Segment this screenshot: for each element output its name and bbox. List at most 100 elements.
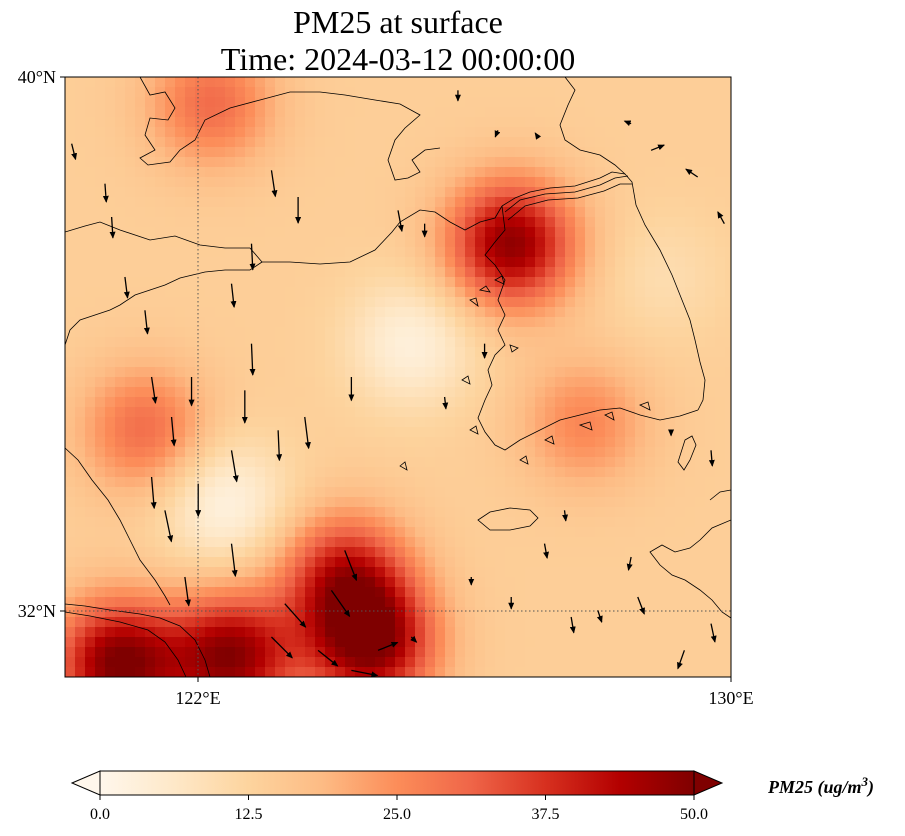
heatmap-cell [455,527,466,538]
heatmap-cell [565,237,576,248]
heatmap-cell [615,487,626,498]
heatmap-cell [405,347,416,358]
heatmap-cell [85,87,96,98]
heatmap-cell [375,287,386,298]
heatmap-cell [585,317,596,328]
heatmap-cell [345,197,356,208]
heatmap-cell [555,527,566,538]
heatmap-cell [595,107,606,118]
heatmap-cell [105,427,116,438]
heatmap-cell [655,527,666,538]
heatmap-cell [585,237,596,248]
heatmap-cell [405,127,416,138]
heatmap-cell [525,117,536,128]
heatmap-cell [585,127,596,138]
heatmap-cell [695,177,706,188]
heatmap-cell [465,567,476,578]
heatmap-cell [655,97,666,108]
heatmap-cell [605,207,616,218]
heatmap-cell [225,287,236,298]
heatmap-cell [475,177,486,188]
heatmap-cell [335,427,346,438]
heatmap-cell [465,647,476,658]
heatmap-cell [65,317,76,328]
heatmap-cell [645,127,656,138]
heatmap-cell [655,197,666,208]
heatmap-cell [535,297,546,308]
heatmap-cell [395,107,406,118]
heatmap-cell [215,567,226,578]
heatmap-cell [255,87,266,98]
heatmap-cell [95,197,106,208]
heatmap-cell [185,117,196,128]
heatmap-cell [455,77,466,88]
heatmap-cell [705,637,716,648]
heatmap-cell [595,97,606,108]
heatmap-cell [125,177,136,188]
heatmap-cell [75,297,86,308]
heatmap-cell [185,217,196,228]
heatmap-cell [145,487,156,498]
heatmap-cell [305,217,316,228]
heatmap-cell [425,247,436,258]
heatmap-cell [235,247,246,258]
heatmap-cell [485,137,496,148]
heatmap-cell [375,247,386,258]
heatmap-cell [165,97,176,108]
heatmap-cell [685,247,696,258]
heatmap-cell [645,317,656,328]
heatmap-cell [205,667,216,677]
heatmap-cell [305,277,316,288]
heatmap-cell [715,177,726,188]
heatmap-cell [605,377,616,388]
heatmap-cell [505,307,516,318]
heatmap-cell [85,117,96,128]
heatmap-cell [275,237,286,248]
heatmap-cell [235,77,246,88]
heatmap-cell [705,507,716,518]
heatmap-cell [695,497,706,508]
heatmap-cell [275,467,286,478]
heatmap-cell [435,347,446,358]
heatmap-cell [245,287,256,298]
heatmap-cell [355,177,366,188]
heatmap-cell [595,137,606,148]
heatmap-cell [435,87,446,98]
heatmap-cell [385,477,396,488]
heatmap-cell [295,657,306,668]
heatmap-cell [225,547,236,558]
heatmap-cell [395,417,406,428]
heatmap-cell [85,597,96,608]
heatmap-cell [115,417,126,428]
heatmap-cell [405,627,416,638]
heatmap-cell [495,607,506,618]
heatmap-cell [725,137,731,148]
heatmap-cell [535,647,546,658]
heatmap-cell [155,287,166,298]
heatmap-cell [585,637,596,648]
heatmap-cell [645,187,656,198]
heatmap-cell [595,587,606,598]
heatmap-cell [105,227,116,238]
heatmap-cell [345,127,356,138]
heatmap-cell [655,117,666,128]
wind-arrow [623,120,632,127]
heatmap-cell [265,127,276,138]
heatmap-cell [195,237,206,248]
heatmap-cell [115,217,126,228]
coastline-jeju [477,507,539,531]
heatmap-cell [415,357,426,368]
heatmap-cell [675,367,686,378]
heatmap-cell [525,137,536,148]
heatmap-cell [465,317,476,328]
heatmap-cell [545,647,556,658]
heatmap-cell [455,627,466,638]
heatmap-cell [225,247,236,258]
heatmap-cell [105,607,116,618]
heatmap-cell [185,457,196,468]
heatmap-cell [545,627,556,638]
heatmap-cell [655,87,666,98]
heatmap-cell [425,617,436,628]
heatmap-cell [465,477,476,488]
heatmap-cell [295,537,306,548]
